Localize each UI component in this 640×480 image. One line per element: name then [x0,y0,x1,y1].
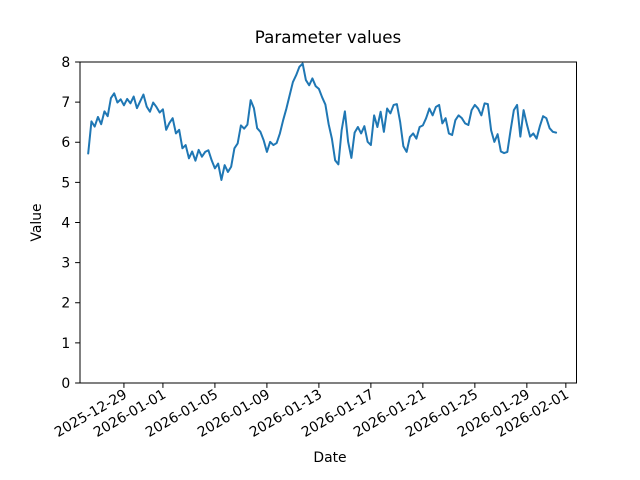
y-tick-label: 6 [61,135,70,151]
x-axis-label: Date [313,450,346,466]
plot-border-spines [79,61,577,384]
y-tick-label: 1 [61,336,70,352]
y-tick-label: 4 [61,215,70,231]
y-tick-label: 0 [61,376,70,392]
data-series-line [87,62,558,181]
y-tick-label: 7 [61,95,70,111]
y-tick-label: 5 [61,175,70,191]
y-tick-label: 3 [61,256,70,272]
chart-title: Parameter values [255,27,401,47]
y-axis-label: Value [29,203,45,241]
y-tick-label: 8 [61,55,70,71]
y-tick-label: 2 [61,296,70,312]
